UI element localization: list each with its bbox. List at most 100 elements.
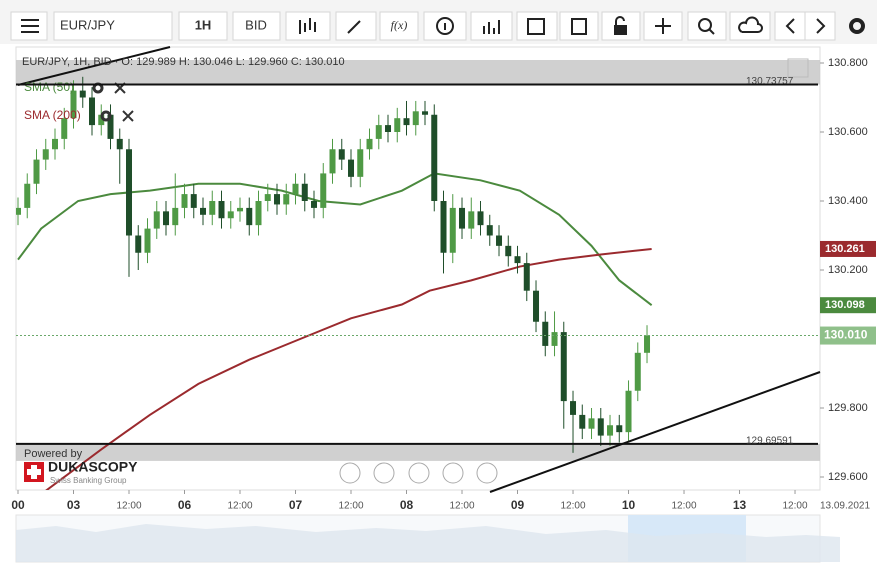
candle-body [116,138,123,150]
candle-body [283,194,290,205]
candle-body [385,125,392,132]
candle-body [181,194,188,208]
side: BID [245,17,267,32]
brand-name: DUKASCOPY [48,459,138,475]
candle-body [496,235,503,246]
x-tick-label: 12:00 [561,501,586,512]
period-select[interactable]: 1H [178,11,228,41]
report-button[interactable] [559,11,599,41]
upload-button[interactable] [729,11,771,41]
x-tick-label: 06 [178,498,192,512]
x-tick-label: 12:00 [783,501,808,512]
candle-body [227,211,234,219]
instrument: EUR/JPY [60,17,115,32]
maximize-button[interactable] [787,58,809,78]
candle-body [644,335,651,353]
candle-body [440,201,447,253]
x-tick-label: 08 [400,498,414,512]
candle-body [24,183,31,208]
candle-body [153,211,160,229]
candle-body [394,118,401,132]
forward-button[interactable] [804,11,836,41]
calendar-button[interactable] [516,11,558,41]
instrument-select[interactable]: EUR/JPY [53,11,173,41]
candle-body [16,207,21,215]
branding: Powered by DUKASCOPY Swiss Banking Group [24,448,138,485]
side-select[interactable]: BID [232,11,281,41]
crosshair-button[interactable] [643,11,683,41]
candle-body [255,201,262,226]
level-label: 130.73757 [746,76,794,87]
zoom-button[interactable] [687,11,727,41]
info-line: EUR/JPY, 1H, BID · O: 129.989 H: 130.046… [22,56,345,68]
candle-body [357,149,364,177]
info-button[interactable] [423,11,467,41]
x-tick-label: 10 [622,498,636,512]
candle-body [375,125,382,139]
x-tick-label: 12:00 [227,501,252,512]
period: 1H [195,17,212,32]
candle-body [52,138,59,150]
draw-button[interactable] [335,11,377,41]
y-tick-label: 129.800 [828,402,868,414]
legend-label: SMA (50) [24,80,74,94]
level-band [16,443,820,461]
candle-body [625,390,632,433]
candle-body [135,235,142,253]
brand-tagline: Swiss Banking Group [50,476,127,485]
nav-controls[interactable] [339,462,498,484]
candle-body [588,418,595,429]
candle-body [172,207,179,226]
x-tick-label: 13 [733,498,747,512]
candle-body [274,194,281,205]
y-tick-label: 130.400 [828,195,868,207]
candle-body [348,159,355,177]
date-label: 13.09.2021 [820,501,870,512]
candle-body [634,352,641,391]
back-button[interactable] [774,11,806,41]
price-badge [820,240,876,257]
y-tick-label: 130.200 [828,264,868,276]
legend-settings[interactable] [100,110,112,122]
candle-body [459,207,466,229]
candle-body [163,211,170,226]
sma-line [45,247,652,490]
candle-body [523,263,530,291]
candle-body [311,201,318,208]
candle-body [560,332,567,402]
menu-button[interactable] [10,11,48,41]
price-badge [820,297,876,314]
candle-body [33,159,40,184]
x-tick-label: 12:00 [449,501,474,512]
candle-body [533,290,540,322]
level-label: 129.69591 [746,436,794,447]
navigator-series [16,524,840,562]
candle-body [403,118,410,126]
powered-by: Powered by [24,448,83,460]
trend-line [489,371,821,493]
candle-body [292,183,299,195]
candle-body [338,149,345,160]
lock-button[interactable] [601,11,641,41]
x-tick-label: 12:00 [338,501,363,512]
volume-button[interactable] [470,11,513,41]
trend-line [17,46,171,86]
candle-body [107,114,114,139]
price-badge-label: 130.261 [825,243,865,255]
chart-type-button[interactable] [285,11,331,41]
candle-body [89,97,96,126]
candle-body [190,194,197,208]
last-price-badge [820,326,876,345]
candle-body [579,414,586,429]
legend-remove[interactable] [122,110,134,122]
candle-body [42,149,49,160]
candle-body [570,401,577,415]
settings-button[interactable] [849,18,865,34]
candle-body [477,211,484,226]
indicator-button[interactable]: f(x) [379,11,419,41]
candle-body [486,225,493,236]
candle-body [607,425,614,436]
y-tick-label: 130.600 [828,126,868,138]
candle-body [542,321,549,346]
